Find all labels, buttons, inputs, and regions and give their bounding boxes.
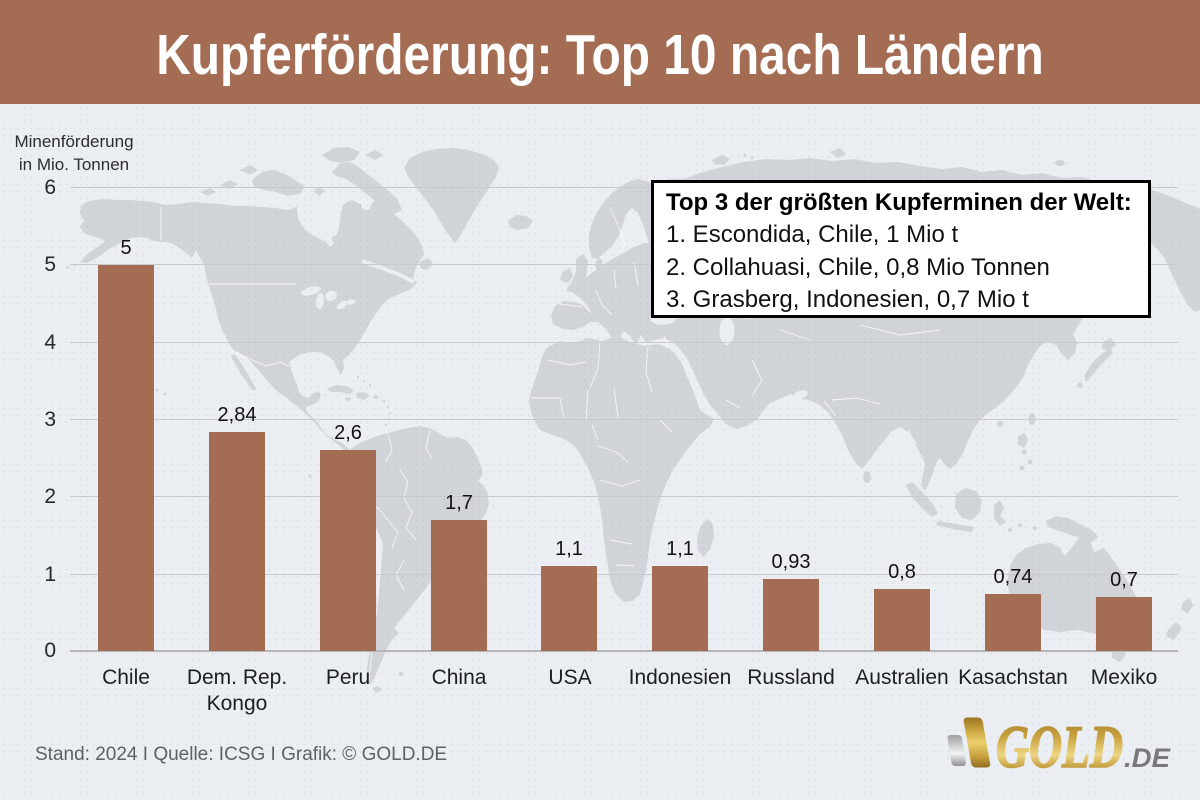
svg-text:GOLD: GOLD	[996, 716, 1123, 780]
svg-text:.DE: .DE	[1124, 743, 1171, 773]
